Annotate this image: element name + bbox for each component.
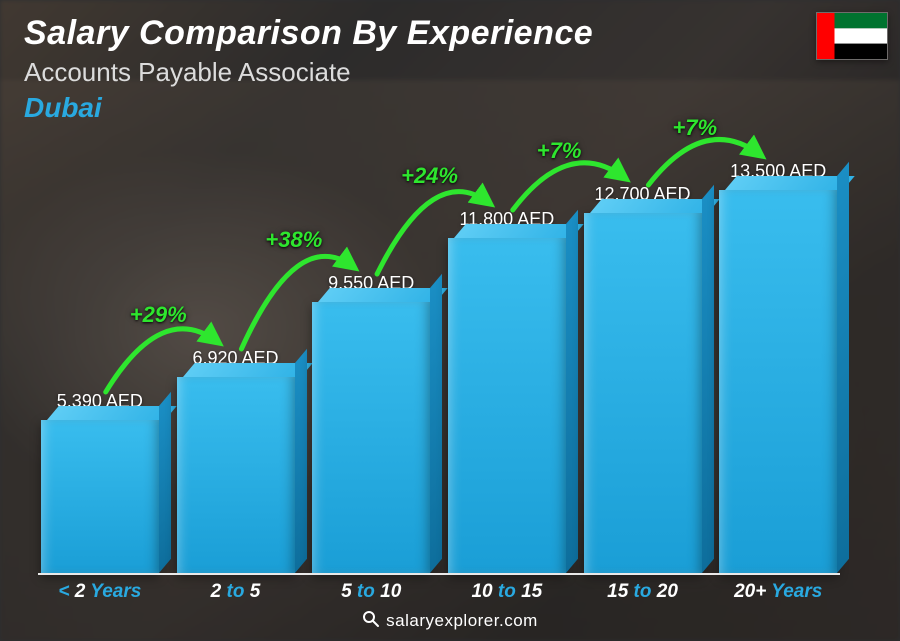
bar: [448, 238, 566, 573]
job-title: Accounts Payable Associate: [24, 57, 876, 88]
x-tick: 10 to 15: [445, 581, 569, 603]
location-label: Dubai: [24, 92, 876, 124]
uae-flag-icon: [816, 12, 888, 60]
delta-label: +38%: [265, 227, 322, 253]
bar-slot: 11,800 AED: [445, 150, 569, 573]
x-tick: 2 to 5: [174, 581, 298, 603]
page-title: Salary Comparison By Experience: [24, 14, 876, 53]
delta-label: +29%: [130, 302, 187, 328]
magnifier-icon: [362, 610, 380, 633]
bar-slot: 12,700 AED: [581, 150, 705, 573]
delta-label: +7%: [537, 138, 582, 164]
bar-slot: 5,390 AED: [38, 150, 162, 573]
bar-slot: 6,920 AED: [174, 150, 298, 573]
bar-slot: 9,550 AED: [309, 150, 433, 573]
bar: [312, 302, 430, 573]
delta-label: +24%: [401, 163, 458, 189]
x-tick: 5 to 10: [309, 581, 433, 603]
bar: [41, 420, 159, 573]
footer-site: salaryexplorer.com: [386, 611, 538, 630]
header: Salary Comparison By Experience Accounts…: [24, 14, 876, 124]
bar: [719, 190, 837, 573]
x-tick: < 2 Years: [38, 581, 162, 603]
bar: [584, 213, 702, 573]
bar: [177, 377, 295, 573]
x-tick: 20+ Years: [716, 581, 840, 603]
salary-bar-chart: 5,390 AED6,920 AED9,550 AED11,800 AED12,…: [38, 150, 840, 573]
footer: salaryexplorer.com: [0, 610, 900, 633]
x-tick: 15 to 20: [581, 581, 705, 603]
delta-label: +7%: [672, 115, 717, 141]
x-axis: < 2 Years 2 to 5 5 to 10 10 to 15 15 to 20 20…: [38, 573, 840, 603]
bar-slot: 13,500 AED: [716, 150, 840, 573]
